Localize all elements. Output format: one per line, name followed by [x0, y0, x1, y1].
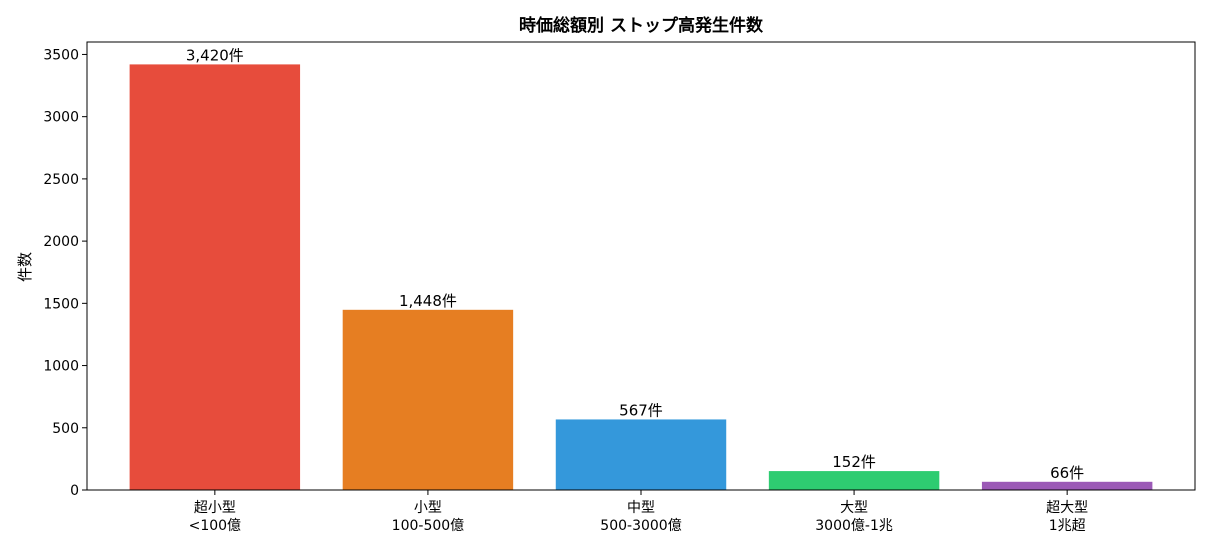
y-tick-label: 0 — [70, 483, 79, 499]
x-tick-label: 中型 — [627, 500, 655, 516]
x-tick-label: 3000億-1兆 — [815, 518, 893, 534]
x-tick-label: 大型 — [840, 500, 868, 516]
x-tick-label: 超大型 — [1046, 500, 1088, 516]
chart-title: 時価総額別 ストップ高発生件数 — [519, 15, 764, 36]
bar — [555, 419, 727, 490]
y-tick-label: 2000 — [43, 234, 79, 250]
data-label: 1,448件 — [399, 292, 457, 310]
x-tick-label: 100-500億 — [392, 518, 465, 534]
y-axis-label: 件数 — [16, 252, 34, 282]
y-tick-label: 3000 — [43, 110, 79, 126]
bar — [981, 481, 1153, 490]
x-tick-label: <100億 — [189, 518, 241, 534]
y-tick-label: 2500 — [43, 172, 79, 188]
x-tick-label: 超小型 — [194, 500, 236, 516]
x-tick-label: 1兆超 — [1049, 518, 1086, 534]
x-tick-label: 小型 — [414, 500, 442, 516]
y-tick-label: 3500 — [43, 47, 79, 63]
data-label: 3,420件 — [186, 46, 244, 64]
y-tick-label: 500 — [52, 421, 79, 437]
y-tick-label: 1500 — [43, 296, 79, 312]
y-tick-label: 1000 — [43, 359, 79, 375]
plot-frame — [86, 41, 1196, 491]
data-label: 66件 — [1050, 464, 1084, 482]
x-tick-label: 500-3000億 — [600, 518, 681, 534]
data-label: 567件 — [619, 401, 663, 419]
data-label: 152件 — [832, 453, 876, 471]
bar — [342, 309, 514, 490]
bar — [129, 64, 301, 491]
bar — [768, 471, 940, 490]
